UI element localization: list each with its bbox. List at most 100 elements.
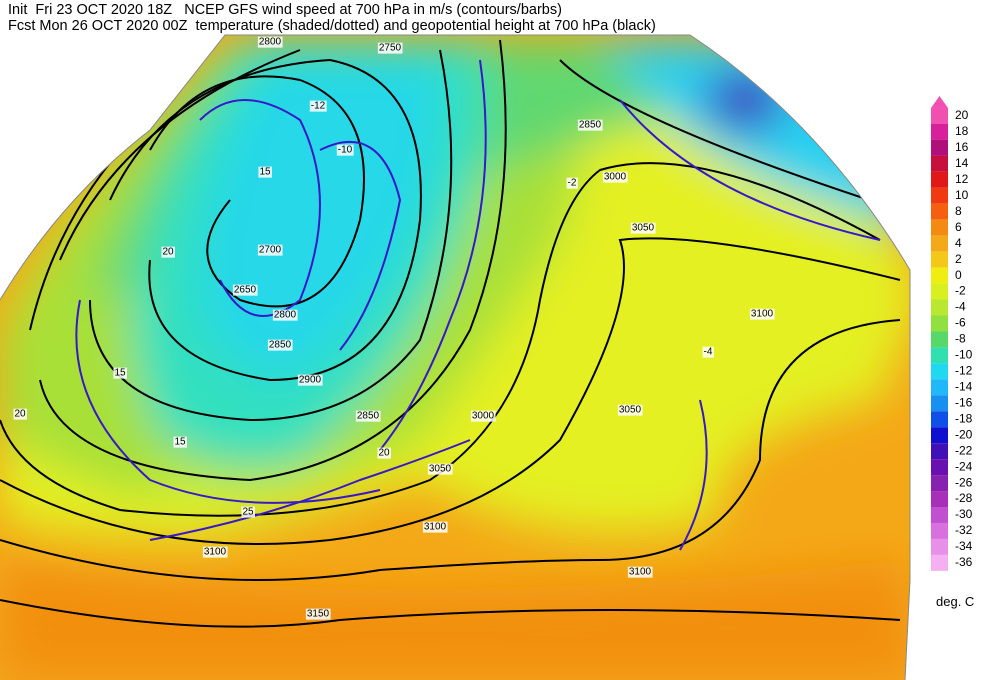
map-label-bg <box>258 166 272 178</box>
map-label: 2900 <box>299 375 322 386</box>
colorbar-label: -12 <box>955 364 973 378</box>
map-label: 3150 <box>307 609 330 620</box>
map-area <box>0 35 910 680</box>
map-label-bg <box>267 339 293 351</box>
colorbar-label: -32 <box>955 523 973 537</box>
header-line: Init Fri 23 OCT 2020 18Z NCEP GFS wind s… <box>8 2 562 18</box>
map-label-bg <box>377 42 403 54</box>
colorbar-box <box>931 187 948 204</box>
wind-contours <box>75 59 881 551</box>
colorbar-box <box>931 427 948 444</box>
colorbar-box <box>931 443 948 460</box>
colorbar-label: -26 <box>955 475 973 489</box>
map-label: 2700 <box>259 245 282 256</box>
map-label-bg <box>355 410 381 422</box>
map-label-bg <box>202 546 228 558</box>
map-label: 3050 <box>632 223 655 234</box>
colorbar-label: -6 <box>955 316 966 330</box>
colorbar-label: 10 <box>955 188 969 202</box>
map-label: 3100 <box>751 309 774 320</box>
map-label: -4 <box>704 347 713 358</box>
map-label: 3100 <box>629 567 652 578</box>
colorbar-label: -4 <box>955 300 966 314</box>
colorbar-box <box>931 219 948 236</box>
map-label-bg <box>427 463 453 475</box>
map-border <box>0 34 911 680</box>
map-label-bg <box>257 36 283 48</box>
map-label: 2800 <box>274 310 297 321</box>
map-label: -10 <box>338 145 353 156</box>
colorbar-label: -36 <box>955 555 973 569</box>
colorbar-label: -14 <box>955 379 973 393</box>
colorbar-label: -10 <box>955 348 973 362</box>
map-label-bg <box>309 100 327 112</box>
colorbar-box <box>931 379 948 396</box>
map-label: 3000 <box>472 411 495 422</box>
colorbar-label: -20 <box>955 427 973 441</box>
map-label: 3000 <box>604 172 627 183</box>
colorbar-box <box>931 491 948 508</box>
map-label: 2850 <box>269 340 292 351</box>
colorbar-label: 8 <box>955 204 962 218</box>
map-label-bg <box>113 367 127 379</box>
colorbar-box <box>931 331 948 348</box>
colorbar-box <box>931 315 948 332</box>
colorbar-box <box>931 108 948 124</box>
colorbar-box <box>931 203 948 220</box>
map-label: 2850 <box>357 411 380 422</box>
map-label-bg <box>272 309 298 321</box>
map-label-bg <box>470 410 496 422</box>
colorbar-label: 2 <box>955 252 962 266</box>
colorbar-label: -30 <box>955 507 973 521</box>
map-label-bg <box>377 447 391 459</box>
colorbar-box <box>931 538 948 555</box>
map-label: 3050 <box>619 405 642 416</box>
colorbar-box <box>931 139 948 156</box>
header-line: Fcst Mon 26 OCT 2020 00Z temperature (sh… <box>8 18 656 34</box>
colorbar-box <box>931 554 948 571</box>
colorbar-box <box>931 475 948 492</box>
map-label-bg <box>702 346 714 358</box>
colorbar-arrow <box>931 96 948 109</box>
map-label: 3100 <box>204 547 227 558</box>
map-label: 2750 <box>379 43 402 54</box>
map-label-bg <box>336 144 354 156</box>
colorbar-label: -28 <box>955 491 973 505</box>
colorbar-label: 18 <box>955 124 969 138</box>
colorbar-label: 12 <box>955 172 969 186</box>
colorbar-label: 6 <box>955 220 962 234</box>
map-label-bg <box>297 374 323 386</box>
map-label-bg <box>577 119 603 131</box>
colorbar-label: 16 <box>955 140 969 154</box>
map-label: 20 <box>14 409 26 420</box>
colorbar-box <box>931 235 948 252</box>
map-label: 20 <box>162 247 174 258</box>
colorbar-box <box>931 123 948 140</box>
map-label: 2800 <box>259 37 282 48</box>
colorbar-box <box>931 395 948 412</box>
colorbar-unit: deg. C <box>936 594 975 609</box>
map-label-bg <box>173 436 187 448</box>
map-label-bg <box>232 284 258 296</box>
map-label: -12 <box>311 101 326 112</box>
map-label: 2850 <box>579 120 602 131</box>
map-label-bg <box>630 222 656 234</box>
colorbar-label: -34 <box>955 539 973 553</box>
map-label-bg <box>602 171 628 183</box>
map-label-bg <box>241 506 255 518</box>
map-label-bg <box>749 308 775 320</box>
map-label-bg <box>257 244 283 256</box>
map-label-bg <box>305 608 331 620</box>
colorbar-box <box>931 522 948 539</box>
map-label-bg <box>422 521 448 533</box>
colorbar-label: 14 <box>955 156 969 170</box>
map-label: 15 <box>174 437 186 448</box>
height-contours <box>0 39 901 628</box>
map-label-bg <box>566 177 578 189</box>
map-label: 3050 <box>429 464 452 475</box>
colorbar-box <box>931 155 948 172</box>
colorbar-label: 0 <box>955 268 962 282</box>
colorbar-box <box>931 411 948 428</box>
colorbar-box <box>931 251 948 268</box>
